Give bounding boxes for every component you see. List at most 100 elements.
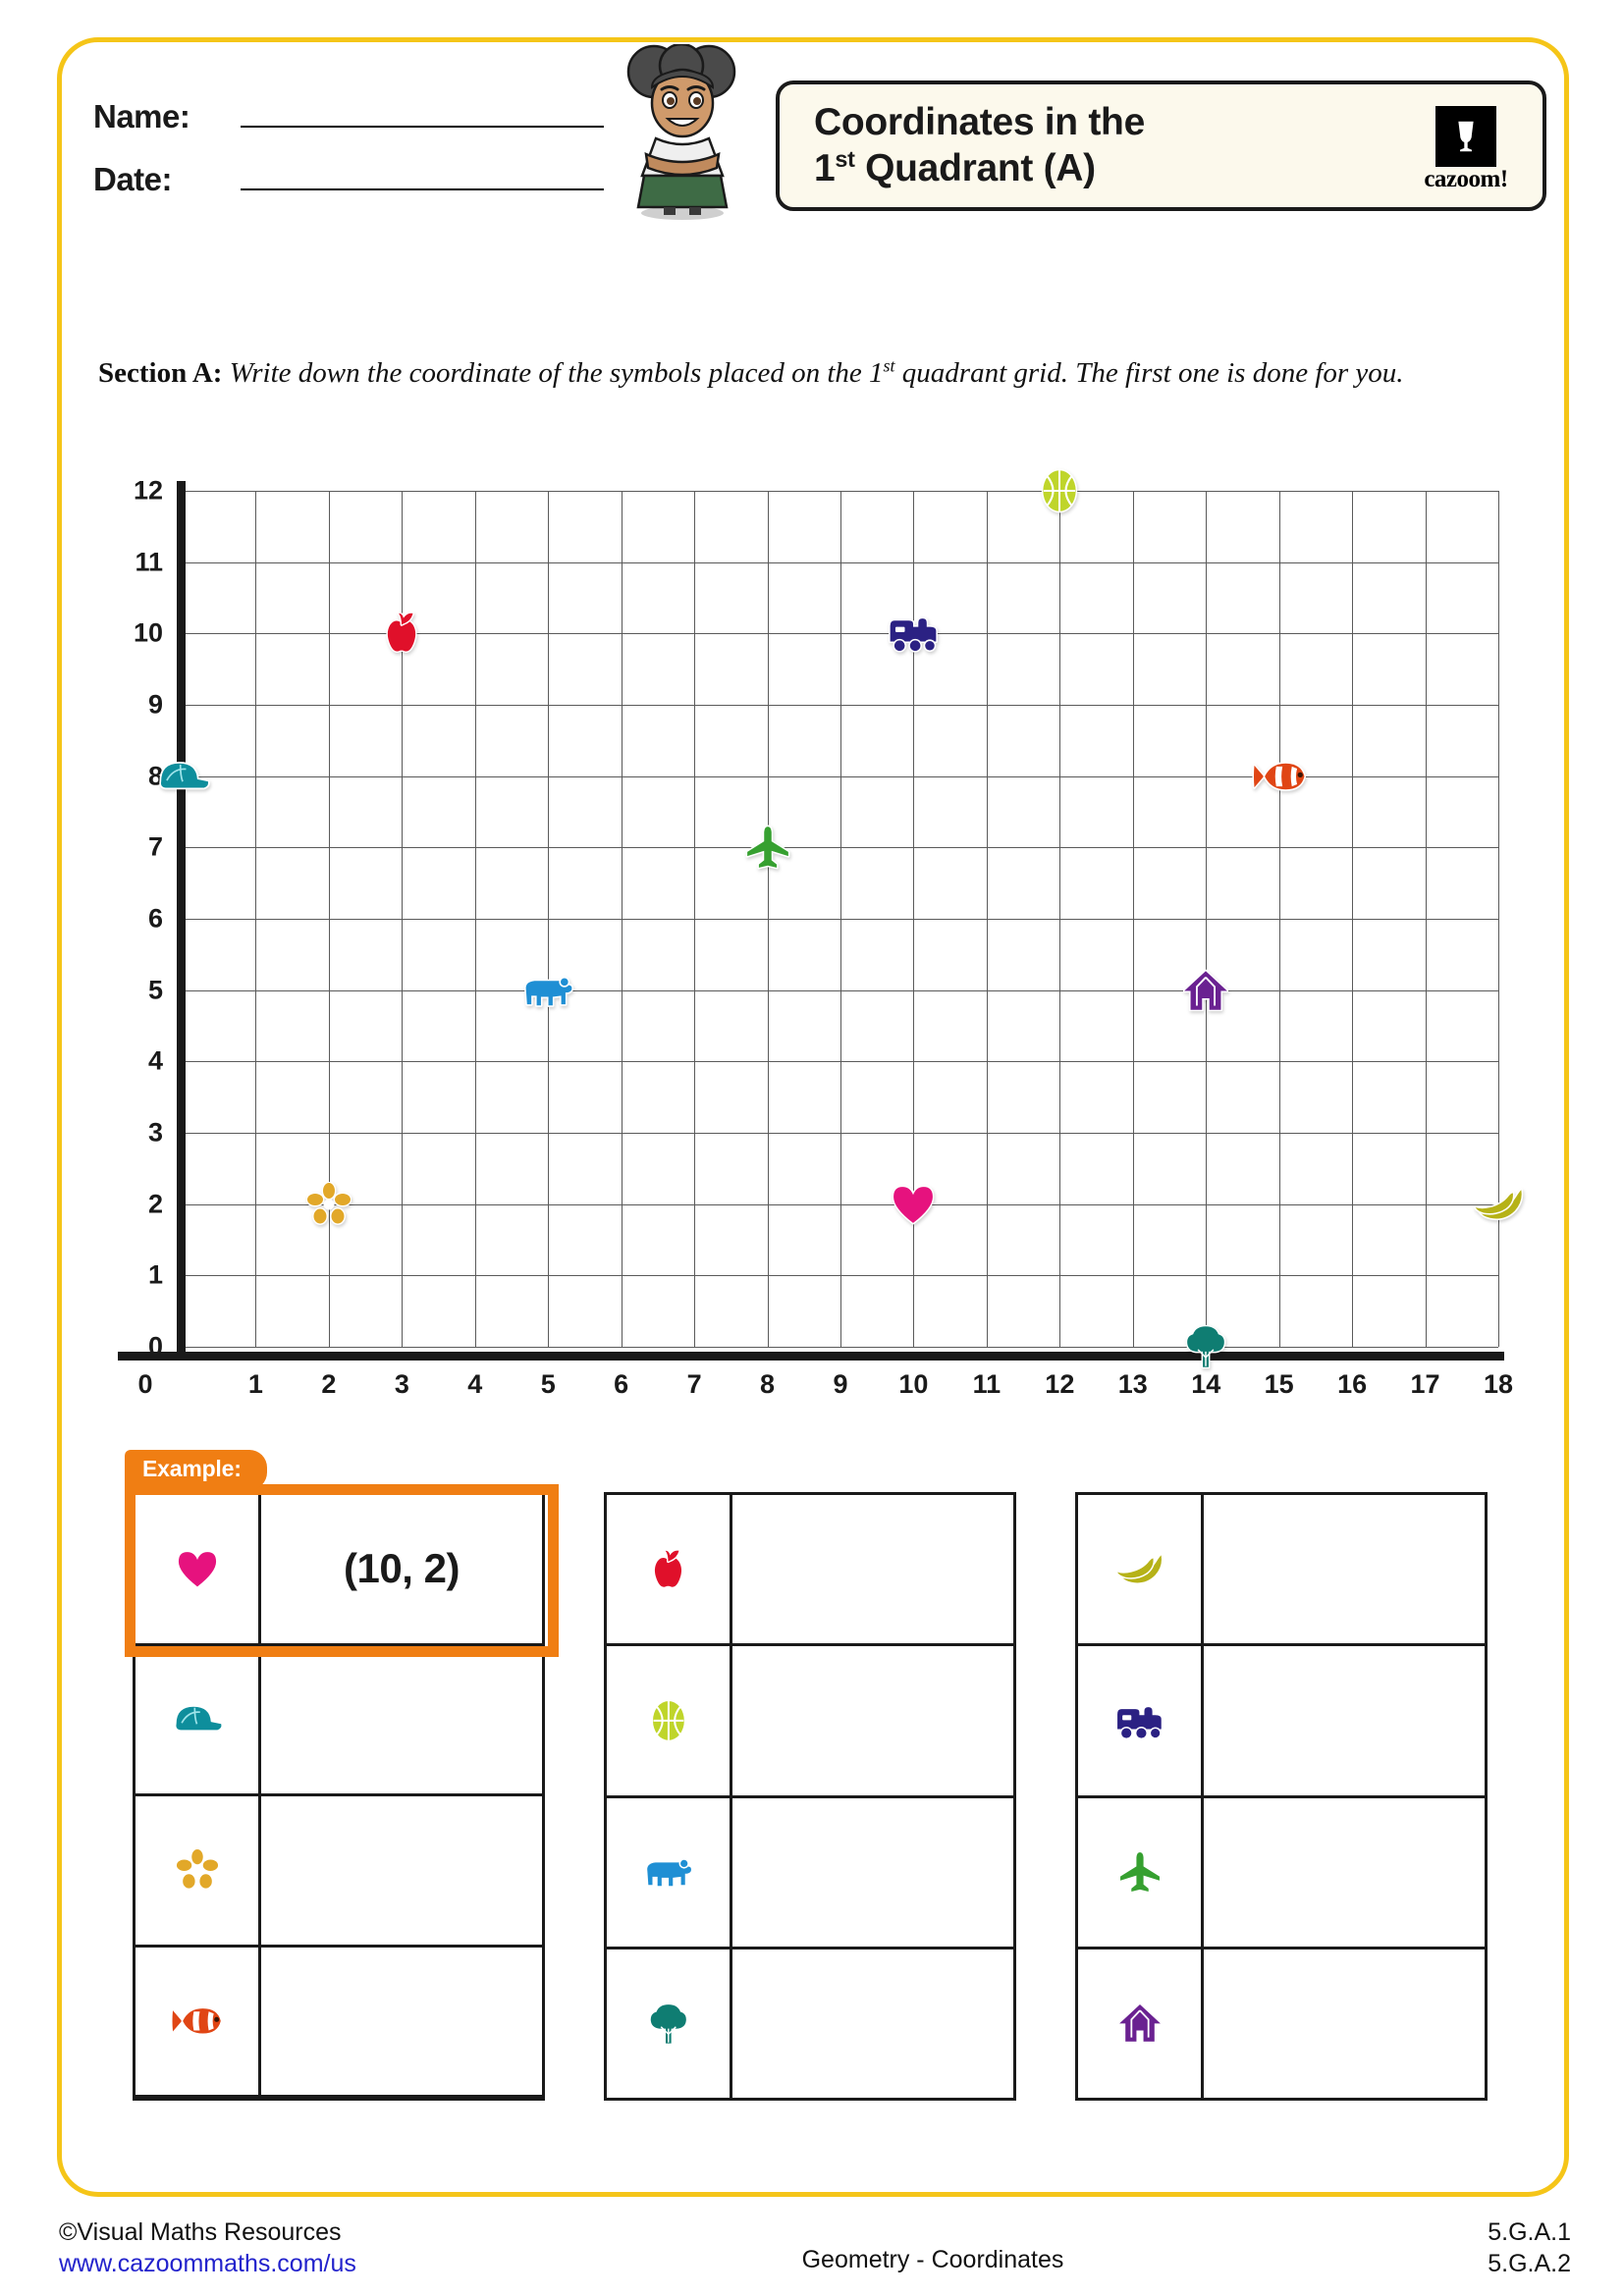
table-row [1078, 1646, 1485, 1798]
x-tick-label: 9 [833, 1369, 848, 1399]
goblet-logo-icon [1435, 106, 1496, 167]
y-tick-label: 1 [147, 1259, 163, 1290]
answer-input-cell[interactable] [732, 1798, 1013, 1947]
x-tick-label: 3 [394, 1369, 409, 1399]
heart-icon [135, 1495, 261, 1643]
worksheet-title-box: Coordinates in the 1st Quadrant (A) cazo… [776, 80, 1546, 211]
x-tick-label: 1 [247, 1369, 263, 1399]
date-input-line[interactable] [241, 165, 604, 190]
standard-1: 5.G.A.1 [1488, 2218, 1571, 2246]
answer-input-cell[interactable] [732, 1646, 1013, 1794]
name-label: Name: [93, 98, 190, 134]
answer-input-cell[interactable] [1204, 1646, 1485, 1794]
standard-2: 5.G.A.2 [1488, 2250, 1571, 2277]
grid-line-horizontal [183, 1347, 1498, 1348]
basketball-icon [1041, 467, 1080, 514]
name-date-block: Name: Date: [93, 98, 604, 224]
answer-table [604, 1492, 1016, 2101]
grid-line-horizontal [183, 919, 1498, 920]
title-ordinal-number: 1 [814, 146, 836, 189]
y-axis [177, 481, 186, 1360]
footer-standards: 5.G.A.1 5.G.A.2 [1335, 2216, 1571, 2279]
x-tick-label: 7 [686, 1369, 702, 1399]
banana-icon [1473, 1186, 1525, 1222]
y-tick-label: 9 [147, 689, 163, 720]
answer-input-cell[interactable] [732, 1949, 1013, 2098]
clownfish-icon [1252, 760, 1306, 792]
footer-url[interactable]: www.cazoommaths.com/us [59, 2250, 356, 2277]
answer-input-cell[interactable] [261, 1948, 542, 2096]
answer-input-cell[interactable] [1204, 1949, 1485, 2098]
house-icon [1183, 969, 1229, 1012]
apple-icon [607, 1495, 732, 1644]
x-tick-label: 12 [1045, 1369, 1075, 1399]
answer-table: (10, 2) Example: [125, 1450, 559, 2101]
student-girl-illustration [599, 42, 766, 221]
section-a-text-after: quadrant grid. The first one is done for… [894, 357, 1404, 389]
x-tick-label: 10 [898, 1369, 929, 1399]
grid-line-horizontal [183, 1061, 1498, 1063]
y-tick-label: 3 [147, 1117, 163, 1148]
table-row [135, 1947, 542, 2098]
name-input-line[interactable] [241, 102, 604, 128]
table-row [607, 1797, 1013, 1949]
x-tick-label: 15 [1264, 1369, 1294, 1399]
section-a-text-before: Write down the coordinate of the symbols… [222, 357, 884, 389]
cazoom-logo: cazoom! [1411, 106, 1521, 196]
x-tick-label: 0 [137, 1369, 153, 1399]
coordinate-grid: 0 1 2 3 4 5 6 7 8 9 10 11 12 0 1 2 3 4 5 6 7 8 9 10 11 12 13 14 15 1… [118, 468, 1525, 1404]
answer-input-cell[interactable] [261, 1646, 542, 1794]
y-tick-label: 11 [135, 547, 163, 577]
table-row: (10, 2) [135, 1495, 542, 1646]
answer-input-cell[interactable] [1204, 1495, 1485, 1643]
title-line-2-rest: Quadrant (A) [854, 146, 1096, 189]
y-tick-label: 6 [147, 903, 163, 934]
table-row [1078, 1949, 1485, 2098]
flower-icon [135, 1796, 261, 1945]
cap-icon [135, 1645, 261, 1793]
flower-icon [305, 1181, 352, 1227]
y-tick-label: 2 [147, 1189, 163, 1219]
table-row [135, 1645, 542, 1796]
x-tick-label: 8 [760, 1369, 776, 1399]
page-title: Coordinates in the 1st Quadrant (A) [814, 100, 1145, 190]
basketball-icon [607, 1646, 732, 1795]
footer-topic: Geometry - Coordinates [801, 2246, 1064, 2273]
answer-input-cell[interactable] [732, 1495, 1013, 1643]
grid-line-horizontal [183, 1203, 1498, 1205]
cap-icon [154, 756, 211, 795]
y-tick-label: 0 [147, 1331, 163, 1362]
answer-table [1075, 1492, 1488, 2101]
table-row [607, 1949, 1013, 2098]
grid-line-horizontal [183, 633, 1498, 635]
table-row [1078, 1797, 1485, 1949]
x-tick-label: 13 [1117, 1369, 1148, 1399]
y-tick-label: 10 [133, 617, 163, 648]
y-tick-label: 12 [133, 475, 163, 506]
airplane-icon [745, 825, 790, 870]
grid-line-horizontal [183, 775, 1498, 777]
grid-line-horizontal [183, 491, 1498, 492]
grid-line-horizontal [183, 705, 1498, 706]
cazoom-wordmark: cazoom! [1424, 166, 1508, 192]
x-tick-label: 17 [1410, 1369, 1440, 1399]
table-row [607, 1646, 1013, 1798]
grid-line-horizontal [183, 1275, 1498, 1277]
answer-input-cell[interactable] [261, 1796, 542, 1945]
grid-line-horizontal [183, 1133, 1498, 1134]
apple-icon [383, 611, 421, 656]
date-field-row: Date: [93, 161, 604, 198]
clownfish-icon [135, 1947, 261, 2095]
x-tick-label: 14 [1191, 1369, 1221, 1399]
x-tick-label: 2 [321, 1369, 337, 1399]
title-ordinal-suffix: st [835, 145, 855, 172]
bear-icon [518, 971, 577, 1009]
date-label: Date: [93, 161, 173, 197]
grid-line-horizontal [183, 847, 1498, 849]
x-tick-label: 5 [540, 1369, 556, 1399]
answer-input-cell[interactable] [1204, 1798, 1485, 1947]
page-footer: ©Visual Maths Resources www.cazoommaths.… [59, 2216, 1571, 2279]
x-tick-label: 4 [467, 1369, 483, 1399]
grid-lines [183, 491, 1499, 1348]
